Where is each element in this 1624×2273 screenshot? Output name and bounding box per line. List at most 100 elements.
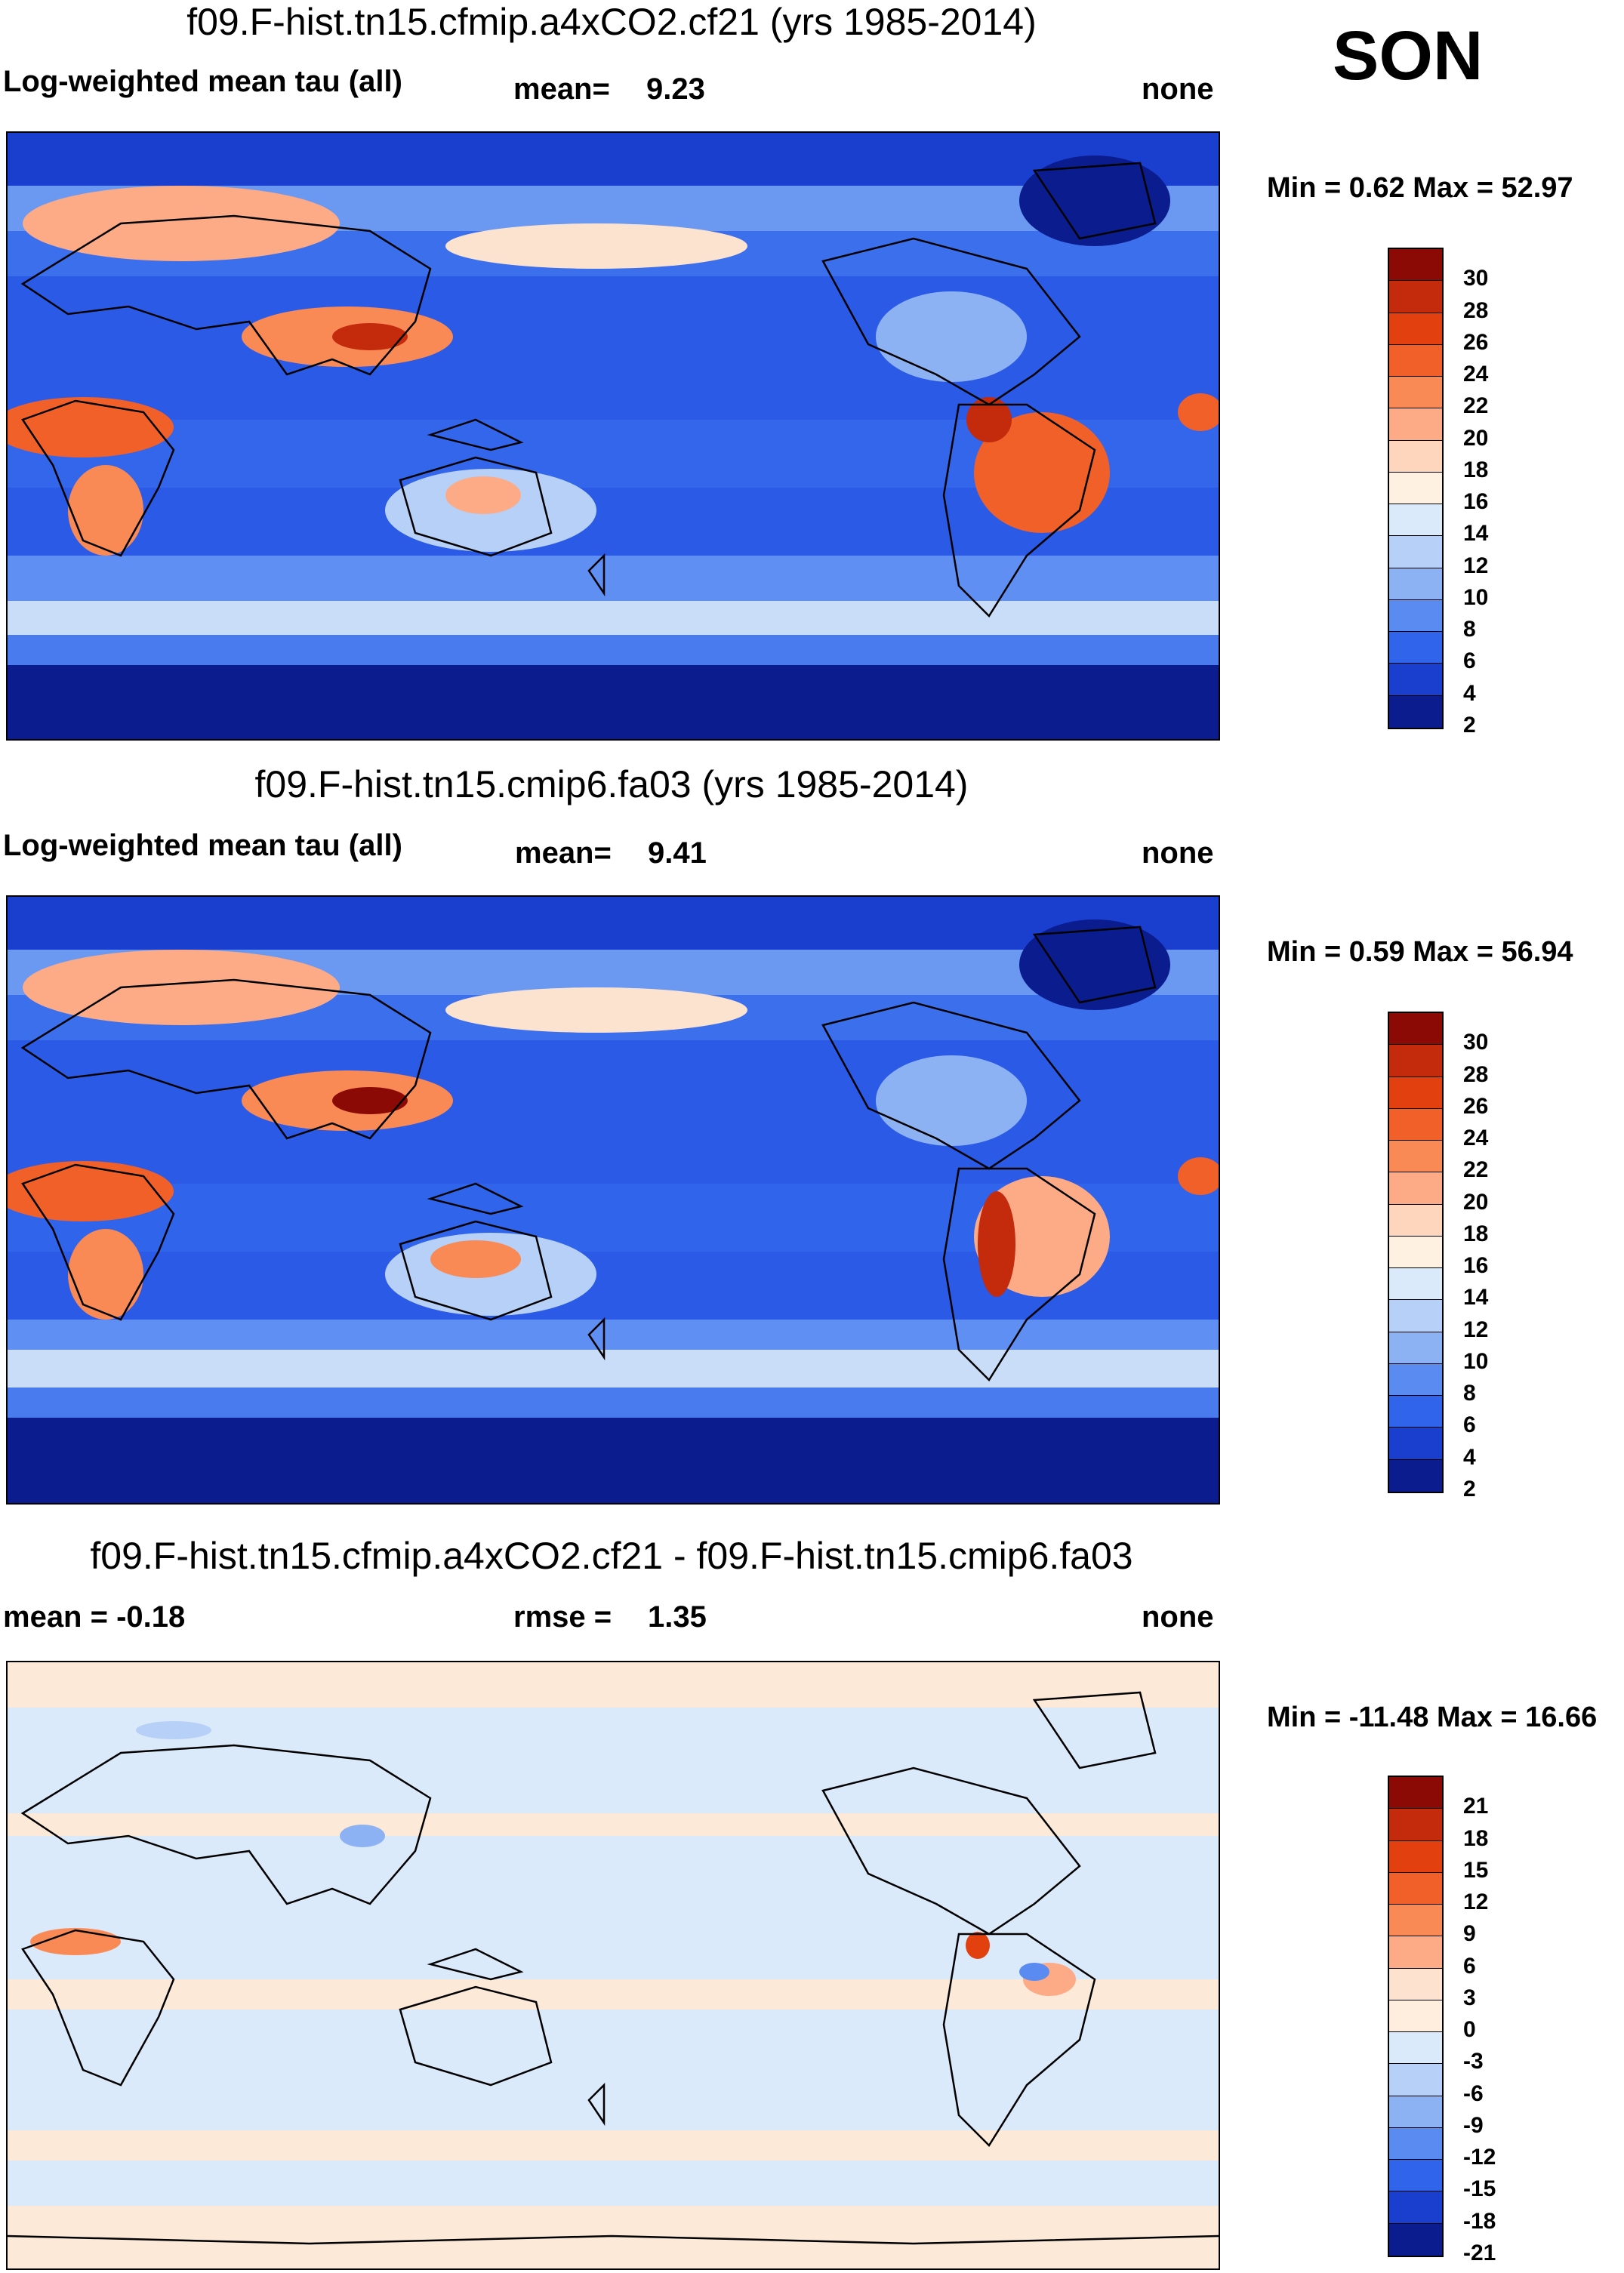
colorbar-swatch [1389,440,1442,473]
panel-3-rmse-value: 1.35 [648,1600,707,1634]
colorbar-tick-label: 28 [1463,1061,1489,1087]
colorbar-tick-label: 28 [1463,297,1489,323]
europe-asia [23,950,340,1025]
colorbar-tick-label: 18 [1463,1825,1489,1851]
panel-2-variable-label: Log-weighted mean tau (all) [3,829,402,862]
colorbar-tick-label: 8 [1463,1381,1476,1406]
colombia-diff [966,1932,990,1959]
colorbar-swatch [1389,1905,1442,1937]
panel-3-map [6,1661,1220,2270]
panel-3-title: f09.F-hist.tn15.cfmip.a4xCO2.cf21 - f09.… [90,1535,1133,1577]
australia-hot [430,1240,521,1278]
colorbar-swatch [1389,1300,1442,1332]
china-neg-diff [340,1825,385,1847]
coastlines [20,162,1157,618]
panel-3-mean-label: mean = -0.18 [3,1600,186,1634]
colorbar-tick-label: 20 [1463,1189,1489,1215]
tropical-positive-band [8,1979,1219,2010]
arctic-band [8,897,1219,950]
sichuan-basin [332,323,408,350]
panel-2-minmax: Min = 0.59 Max = 56.94 [1267,936,1573,968]
colorbar-swatch [1389,504,1442,537]
colorbar-tick-label: 2 [1463,713,1476,738]
colorbar-swatch [1389,1332,1442,1364]
colorbar-swatch [1389,313,1442,345]
panel-3-colorbar [1388,1776,1444,2257]
colorbar-swatch [1389,1236,1442,1269]
colorbar-tick-label: 6 [1463,1412,1476,1438]
central-africa [8,397,174,457]
colorbar-tick-label: 2 [1463,1477,1476,1501]
panel-3-map-svg [8,1662,1219,2268]
colorbar-swatch [1389,2223,1442,2256]
arctic-positive [8,1662,1219,1708]
colorbar-swatch [1389,599,1442,633]
colorbar-swatch [1389,1777,1442,1809]
north-pacific-high [445,987,747,1033]
colorbar-tick-label: 24 [1463,362,1489,387]
colorbar-swatch [1389,695,1442,728]
panel-2-mean-label: mean= [515,836,612,870]
panel-3-minmax: Min = -11.48 Max = 16.66 [1267,1702,1598,1733]
diff-base [8,1662,1219,2268]
colorbar-tick-label: 12 [1463,1890,1489,1915]
north-positive-band [8,1813,1219,1836]
colorbar-swatch [1389,1013,1442,1046]
southern-ocean-bright [8,601,1219,635]
colombia [966,397,1012,442]
colorbar-swatch [1389,2160,1442,2192]
colorbar-swatch [1389,632,1442,664]
colorbar-tick-label: 14 [1463,1285,1489,1311]
colorbar-tick-label: 16 [1463,1253,1489,1279]
colorbar-swatch [1389,1045,1442,1077]
colorbar-tick-label: 15 [1463,1857,1489,1883]
southern-africa [68,465,143,556]
colorbar-tick-label: 4 [1463,1444,1476,1470]
colorbar-swatch [1389,1172,1442,1205]
colorbar-tick-label: -9 [1463,2112,1484,2138]
colorbar-swatch [1389,1428,1442,1460]
coastlines [20,926,1157,1381]
southern-ocean-bright [8,1350,1219,1388]
brazil [974,412,1110,533]
colorbar-tick-label: 10 [1463,584,1489,610]
colorbar-swatch [1389,1268,1442,1301]
colorbar-tick-label: 30 [1463,266,1489,291]
greenland [1019,919,1170,1010]
colorbar-swatch [1389,2064,1442,2096]
colorbar-swatch [1389,2127,1442,2161]
antarctic-band [8,665,1219,739]
colorbar-swatch [1389,1968,1442,2000]
brazil-neg-diff [1019,1963,1049,1981]
colorbar-swatch [1389,1872,1442,1905]
colorbar-swatch [1389,1363,1442,1397]
colorbar-swatch [1389,1108,1442,1141]
colorbar-swatch [1389,1809,1442,1841]
colorbar-swatch [1389,2032,1442,2065]
season-label: SON [1333,17,1484,94]
colorbar-tick-label: 18 [1463,457,1489,482]
colorbar-swatch [1389,536,1442,568]
colorbar-tick-label: 0 [1463,2017,1476,2043]
colorbar-swatch [1389,568,1442,600]
colorbar-swatch [1389,2096,1442,2128]
colorbar-swatch [1389,249,1442,282]
southern-ocean [8,1388,1219,1418]
colorbar-swatch [1389,2000,1442,2033]
arctic-band [8,133,1219,186]
west-africa-edge [1178,1157,1219,1195]
panel-3-units-label: none [1142,1600,1214,1634]
colorbar-tick-label: -3 [1463,2049,1484,2074]
colorbar-tick-label: 24 [1463,1126,1489,1151]
north-pacific-high [445,223,747,269]
colorbar-tick-label: -18 [1463,2208,1496,2234]
antarctic-positive [8,2206,1219,2268]
north-america [876,1055,1027,1146]
panel-1-map-svg [8,133,1219,739]
australia-hot [445,476,521,514]
europe-asia [23,186,340,261]
colorbar-tick-label: 12 [1463,1317,1489,1342]
panel-2-mean-value: 9.41 [648,836,707,870]
colorbar-tick-label: 22 [1463,1157,1489,1183]
colorbar-tick-label: 22 [1463,393,1489,419]
